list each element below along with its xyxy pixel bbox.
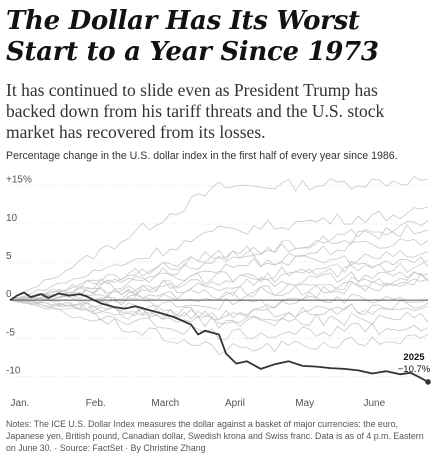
highlight-series-layer: [9, 291, 431, 385]
x-tick-label: Jan.: [11, 398, 30, 409]
x-tick-label: March: [151, 398, 179, 409]
series-line-13: [9, 299, 429, 325]
annotation-year-label: 2025: [403, 352, 425, 363]
series-line-14: [9, 259, 429, 301]
y-tick-label: +15%: [6, 175, 32, 186]
y-tick-label: -10: [6, 366, 21, 377]
chart-subtitle: Percentage change in the U.S. dollar ind…: [6, 150, 398, 162]
series-line-5: [9, 271, 429, 301]
series-line-15: [9, 238, 429, 301]
chart-notes: Notes: The ICE U.S. Dollar Index measure…: [6, 419, 424, 453]
annotation-value-label: −10.7%: [398, 364, 431, 375]
series-line-0: [9, 176, 429, 301]
series-line-11: [9, 299, 429, 356]
series-line-8: [9, 299, 429, 320]
headline: The Dollar Has Its Worst Start to a Year…: [6, 6, 379, 67]
series-line-7: [9, 293, 429, 311]
x-tick-label: May: [295, 398, 314, 409]
x-tick-label: April: [225, 398, 245, 409]
series-endpoint-2025: [425, 379, 431, 385]
series-line-1: [9, 206, 429, 301]
series-line-2025: [9, 291, 429, 383]
x-tick-label: Feb.: [86, 398, 106, 409]
series-line-12: [9, 272, 429, 321]
y-axis-ticks: +15% 10 5 0 -5 -10: [6, 175, 32, 377]
background-series: [9, 176, 429, 356]
series-line-2: [9, 224, 429, 301]
x-axis-ticks: Jan. Feb. March April May June: [11, 398, 386, 409]
series-line-6: [9, 278, 429, 304]
y-tick-label: -5: [6, 327, 15, 338]
series-line-9: [9, 299, 429, 329]
y-tick-label: 5: [6, 251, 12, 262]
grid-lines: [10, 185, 428, 378]
y-tick-label: 0: [6, 289, 12, 300]
dek: It has continued to slide even as Presid…: [6, 80, 385, 142]
annotation-layer: 2025 −10.7%: [398, 352, 431, 375]
x-tick-label: June: [363, 398, 385, 409]
y-tick-label: 10: [6, 213, 18, 224]
series-line-16: [9, 220, 429, 301]
